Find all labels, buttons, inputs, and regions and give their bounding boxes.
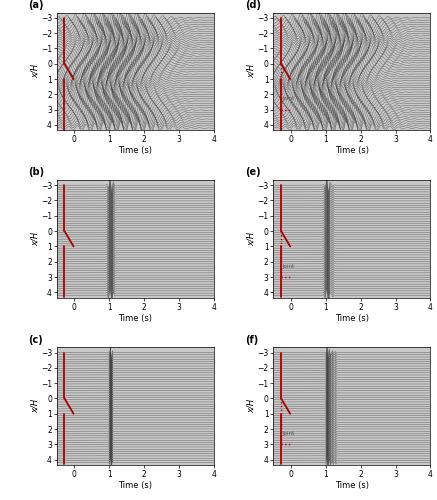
Text: (b): (b)	[28, 168, 45, 177]
Text: Joint: Joint	[283, 431, 295, 436]
X-axis label: Time (s): Time (s)	[335, 314, 369, 322]
Text: (e): (e)	[245, 168, 261, 177]
Y-axis label: x/H: x/H	[247, 64, 256, 78]
Text: (c): (c)	[28, 335, 43, 345]
Text: Joint: Joint	[283, 96, 295, 102]
X-axis label: Time (s): Time (s)	[335, 146, 369, 156]
Y-axis label: x/H: x/H	[30, 232, 39, 246]
Text: (f): (f)	[245, 335, 258, 345]
Text: Joint: Joint	[283, 264, 295, 269]
Y-axis label: x/H: x/H	[247, 399, 256, 413]
Y-axis label: x/H: x/H	[30, 64, 39, 78]
X-axis label: Time (s): Time (s)	[118, 314, 153, 322]
X-axis label: Time (s): Time (s)	[118, 481, 153, 490]
X-axis label: Time (s): Time (s)	[335, 481, 369, 490]
X-axis label: Time (s): Time (s)	[118, 146, 153, 156]
Text: (a): (a)	[28, 0, 44, 10]
Y-axis label: x/H: x/H	[30, 399, 39, 413]
Y-axis label: x/H: x/H	[247, 232, 256, 246]
Text: (d): (d)	[245, 0, 261, 10]
